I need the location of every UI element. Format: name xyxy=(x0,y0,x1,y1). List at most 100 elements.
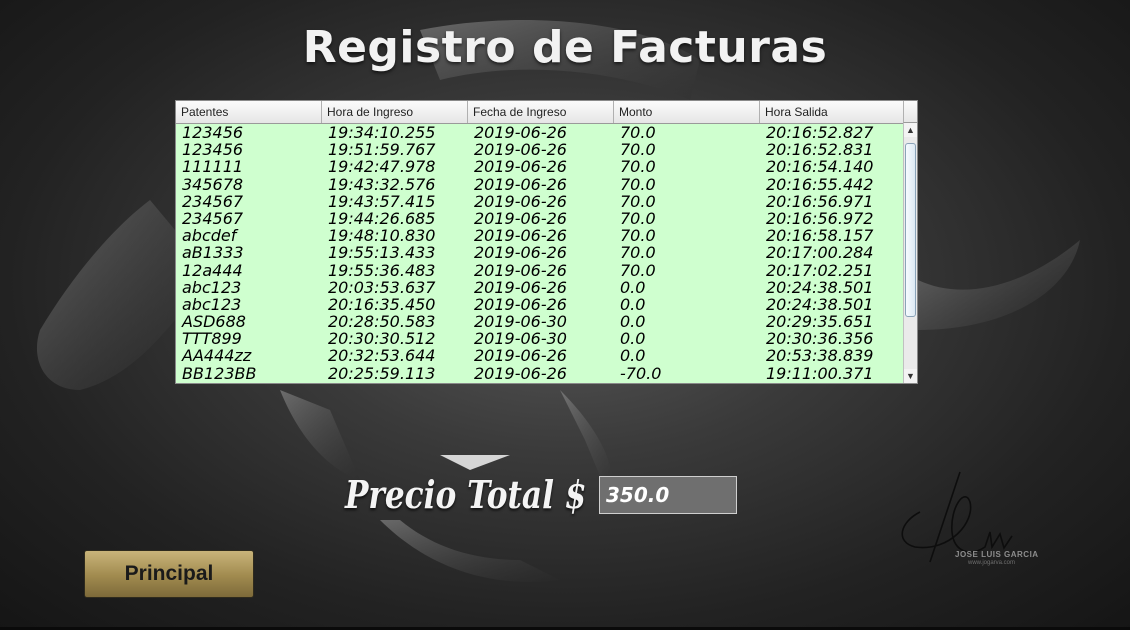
column-header-monto[interactable]: Monto xyxy=(614,101,760,123)
cell-hora-ingreso: 20:03:53.637 xyxy=(328,278,436,296)
cell-fecha-ingreso: 2019-06-26 xyxy=(474,141,567,159)
table-vertical-scrollbar[interactable]: ▲ ▼ xyxy=(903,123,917,383)
cell-fecha-ingreso: 2019-06-26 xyxy=(474,278,567,296)
cell-hora-ingreso: 20:30:30.512 xyxy=(328,330,436,348)
cell-hora-salida: 20:17:00.284 xyxy=(766,244,874,262)
cell-patente: ASD688 xyxy=(182,313,246,331)
table-row[interactable]: 123456 19:34:10.255 2019-06-26 70.0 20:16:52… xyxy=(176,124,904,141)
cell-fecha-ingreso: 2019-06-26 xyxy=(474,227,567,245)
cell-hora-ingreso: 20:28:50.583 xyxy=(328,313,436,331)
cell-patente: 111111 xyxy=(182,158,244,176)
cell-hora-salida: 20:29:35.651 xyxy=(766,313,874,331)
table-row[interactable]: 12a444 19:55:36.483 2019-06-26 70.0 20:17:02… xyxy=(176,262,904,279)
cell-hora-ingreso: 19:42:47.978 xyxy=(328,158,436,176)
table-body: 123456 19:34:10.255 2019-06-26 70.0 20:16:52… xyxy=(176,124,904,382)
cell-monto: 0.0 xyxy=(620,295,646,314)
window-bottom-border xyxy=(0,627,1130,630)
cell-hora-salida: 20:16:55.442 xyxy=(766,175,874,193)
cell-monto: 0.0 xyxy=(620,278,646,296)
table-row[interactable]: aB1333 19:55:13.433 2019-06-26 70.0 20:17:00… xyxy=(176,244,904,261)
cell-monto: 70.0 xyxy=(620,192,656,210)
cell-fecha-ingreso: 2019-06-26 xyxy=(474,244,567,262)
column-header-hora-salida[interactable]: Hora Salida xyxy=(760,101,904,123)
cell-hora-salida: 20:24:38.501 xyxy=(766,295,874,314)
table-header: Patentes Hora de Ingreso Fecha de Ingres… xyxy=(176,101,904,124)
cell-fecha-ingreso: 2019-06-26 xyxy=(474,364,567,382)
cell-hora-salida: 20:16:56.972 xyxy=(766,209,874,228)
column-header-fecha-ingreso[interactable]: Fecha de Ingreso xyxy=(468,101,614,123)
cell-monto: 70.0 xyxy=(620,141,656,159)
table-row[interactable]: ASD688 20:28:50.583 2019-06-30 0.0 20:29:35.… xyxy=(176,313,904,330)
cell-monto: 70.0 xyxy=(620,227,656,245)
page-title: Registro de Facturas xyxy=(302,22,828,73)
table-row[interactable]: 234567 19:44:26.685 2019-06-26 70.0 20:16:56… xyxy=(176,210,904,227)
table-row[interactable]: abc123 20:16:35.450 2019-06-26 0.0 20:24:38.… xyxy=(176,296,904,313)
cell-hora-salida: 19:11:00.371 xyxy=(766,364,874,382)
cell-monto: 70.0 xyxy=(620,209,656,228)
table-row[interactable]: abcdef 19:48:10.830 2019-06-26 70.0 20:16:58… xyxy=(176,227,904,244)
cell-hora-salida: 20:16:56.971 xyxy=(766,192,874,210)
cell-patente: AA444zz xyxy=(182,347,252,365)
invoices-table[interactable]: Patentes Hora de Ingreso Fecha de Ingres… xyxy=(175,100,918,384)
table-row[interactable]: 111111 19:42:47.978 2019-06-26 70.0 20:16:54… xyxy=(176,158,904,175)
cell-patente: abcdef xyxy=(182,227,237,245)
cell-hora-salida: 20:30:36.356 xyxy=(766,330,874,348)
signature-site: www.jogarva.com xyxy=(968,560,1016,566)
column-header-hora-ingreso[interactable]: Hora de Ingreso xyxy=(322,101,468,123)
total-price-label: Precio Total $ xyxy=(345,472,587,517)
cell-hora-ingreso: 19:48:10.830 xyxy=(328,227,436,245)
cell-hora-ingreso: 19:43:32.576 xyxy=(328,175,436,193)
cell-patente: 123456 xyxy=(182,124,244,142)
table-row[interactable]: AA444zz 20:32:53.644 2019-06-26 0.0 20:53:38… xyxy=(176,347,904,364)
signature-name: JOSE LUIS GARCIA xyxy=(955,550,1039,559)
cell-patente: 12a444 xyxy=(182,261,243,279)
cell-hora-salida: 20:53:38.839 xyxy=(766,347,874,365)
cell-fecha-ingreso: 2019-06-26 xyxy=(474,158,567,176)
cell-hora-ingreso: 19:55:36.483 xyxy=(328,261,436,279)
column-header-patentes[interactable]: Patentes xyxy=(176,101,322,123)
cell-fecha-ingreso: 2019-06-26 xyxy=(474,209,567,228)
cell-fecha-ingreso: 2019-06-30 xyxy=(474,330,567,348)
table-row[interactable]: BB123BB 20:25:59.113 2019-06-26 -70.0 19:11:… xyxy=(176,365,904,382)
total-price-field[interactable]: 350.0 xyxy=(599,476,737,514)
cell-hora-ingreso: 20:25:59.113 xyxy=(328,364,436,382)
scroll-up-arrow-icon[interactable]: ▲ xyxy=(904,123,917,137)
table-row[interactable]: abc123 20:03:53.637 2019-06-26 0.0 20:24:38.… xyxy=(176,279,904,296)
cell-fecha-ingreso: 2019-06-30 xyxy=(474,313,567,331)
cell-monto: 70.0 xyxy=(620,261,656,279)
cell-hora-salida: 20:16:58.157 xyxy=(766,227,874,245)
cell-hora-salida: 20:16:52.827 xyxy=(766,124,874,142)
table-row[interactable]: 345678 19:43:32.576 2019-06-26 70.0 20:16:55… xyxy=(176,176,904,193)
principal-button[interactable]: Principal xyxy=(84,550,254,598)
table-row[interactable]: 123456 19:51:59.767 2019-06-26 70.0 20:16:52… xyxy=(176,141,904,158)
cell-patente: TTT899 xyxy=(182,330,242,348)
cell-fecha-ingreso: 2019-06-26 xyxy=(474,175,567,193)
scrollbar-thumb[interactable] xyxy=(905,143,916,317)
cell-monto: 0.0 xyxy=(620,347,646,365)
cell-monto: 70.0 xyxy=(620,124,656,142)
cell-fecha-ingreso: 2019-06-26 xyxy=(474,347,567,365)
cell-fecha-ingreso: 2019-06-26 xyxy=(474,124,567,142)
table-row[interactable]: 234567 19:43:57.415 2019-06-26 70.0 20:16:56… xyxy=(176,193,904,210)
cell-patente: BB123BB xyxy=(182,364,257,382)
cell-hora-ingreso: 20:32:53.644 xyxy=(328,347,436,365)
cell-hora-ingreso: 19:34:10.255 xyxy=(328,124,436,142)
cell-hora-ingreso: 19:44:26.685 xyxy=(328,209,436,228)
cell-patente: aB1333 xyxy=(182,244,244,262)
table-header-corner xyxy=(903,101,917,123)
cell-hora-ingreso: 19:43:57.415 xyxy=(328,192,436,210)
cell-patente: 234567 xyxy=(182,192,244,210)
cell-hora-salida: 20:24:38.501 xyxy=(766,278,874,296)
cell-patente: abc123 xyxy=(182,295,242,314)
cell-patente: 123456 xyxy=(182,141,244,159)
cell-hora-ingreso: 19:51:59.767 xyxy=(328,141,436,159)
table-row[interactable]: TTT899 20:30:30.512 2019-06-30 0.0 20:30:36.… xyxy=(176,330,904,347)
cell-patente: 345678 xyxy=(182,175,244,193)
scroll-down-arrow-icon[interactable]: ▼ xyxy=(904,369,917,383)
cell-patente: abc123 xyxy=(182,278,242,296)
cell-monto: 70.0 xyxy=(620,158,656,176)
cell-fecha-ingreso: 2019-06-26 xyxy=(474,295,567,314)
cell-hora-salida: 20:16:54.140 xyxy=(766,158,874,176)
cell-monto: 0.0 xyxy=(620,313,646,331)
cell-monto: 0.0 xyxy=(620,330,646,348)
